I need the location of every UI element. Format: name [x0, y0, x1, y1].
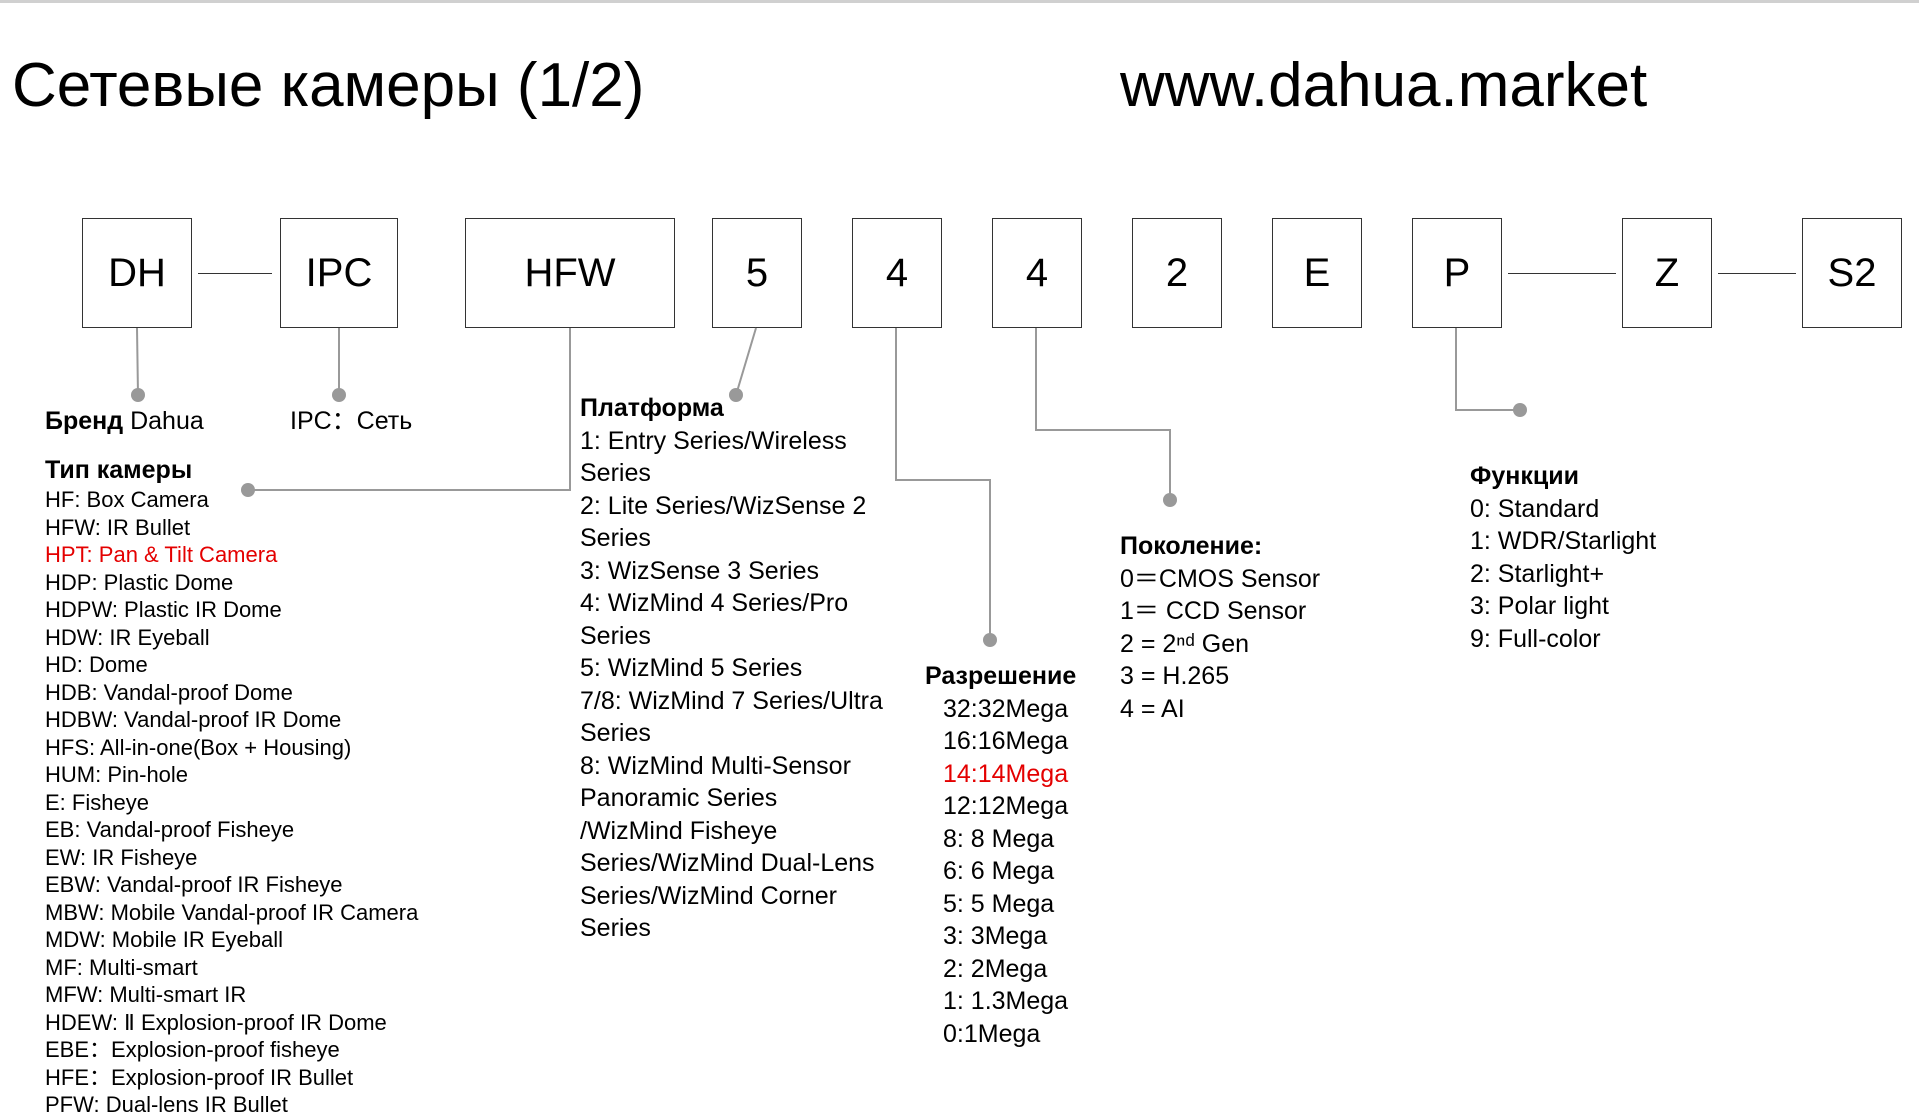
- page-url: www.dahua.market: [1120, 50, 1647, 121]
- code-box-bs2: S2: [1802, 218, 1902, 328]
- list-item: PFW: Dual-lens IR Bullet: [45, 1091, 418, 1119]
- brand-value: Dahua: [130, 407, 204, 435]
- list-item: 2: Starlight+: [1470, 558, 1656, 591]
- resolution-list: 32:32Mega16:16Mega14:14Mega12:12Mega8: 8…: [925, 693, 1076, 1051]
- code-box-hfw: HFW: [465, 218, 675, 328]
- list-item: 3 = H.265: [1120, 660, 1320, 693]
- list-item: 1: 1.3Mega: [943, 985, 1076, 1018]
- top-divider: [0, 0, 1919, 3]
- functions-title: Функции: [1470, 460, 1656, 493]
- list-item: 1: Entry Series/Wireless Series: [580, 425, 910, 490]
- list-item: MFW: Multi-smart IR: [45, 981, 418, 1009]
- code-box-b5: 5: [712, 218, 802, 328]
- generation-list: 0＝CMOS Sensor1＝ CCD Sensor2 = 2ⁿᵈ Gen3 =…: [1120, 563, 1320, 726]
- list-item: 9: Full-color: [1470, 623, 1656, 656]
- platform-title: Платформа: [580, 392, 910, 425]
- brand-section: Бренд Dahua: [45, 405, 204, 438]
- code-box-dh: DH: [82, 218, 192, 328]
- list-item: MBW: Mobile Vandal-proof IR Camera: [45, 899, 418, 927]
- generation-title: Поколение:: [1120, 530, 1320, 563]
- functions-list: 0: Standard1: WDR/Starlight2: Starlight+…: [1470, 493, 1656, 656]
- list-item: HPT: Pan & Tilt Camera: [45, 541, 418, 569]
- platform-section: Платформа 1: Entry Series/Wireless Serie…: [580, 392, 910, 945]
- code-box-b4b: 4: [992, 218, 1082, 328]
- list-item: 2 = 2ⁿᵈ Gen: [1120, 628, 1320, 661]
- list-item: EW: IR Fisheye: [45, 844, 418, 872]
- list-item: 8: WizMind Multi-Sensor Panoramic Series: [580, 750, 910, 815]
- list-item: HDP: Plastic Dome: [45, 569, 418, 597]
- list-item: 0: Standard: [1470, 493, 1656, 526]
- list-item: HDB: Vandal-proof Dome: [45, 679, 418, 707]
- list-item: 1＝ CCD Sensor: [1120, 595, 1320, 628]
- list-item: HDEW: Ⅱ Explosion-proof IR Dome: [45, 1009, 418, 1037]
- code-box-bp: P: [1412, 218, 1502, 328]
- list-item: HFS: All-in-one(Box + Housing): [45, 734, 418, 762]
- generation-section: Поколение: 0＝CMOS Sensor1＝ CCD Sensor2 =…: [1120, 530, 1320, 725]
- list-item: HDW: IR Eyeball: [45, 624, 418, 652]
- ipc-label: IPC：Сеть: [290, 405, 412, 438]
- list-item: 3: Polar light: [1470, 590, 1656, 623]
- list-item: HFE：Explosion-proof IR Bullet: [45, 1064, 418, 1092]
- list-item: 0＝CMOS Sensor: [1120, 563, 1320, 596]
- list-item: HFW: IR Bullet: [45, 514, 418, 542]
- list-item: 7/8: WizMind 7 Series/Ultra Series: [580, 685, 910, 750]
- code-box-ipc: IPC: [280, 218, 398, 328]
- list-item: 16:16Mega: [943, 725, 1076, 758]
- list-item: 5: 5 Mega: [943, 888, 1076, 921]
- list-item: 8: 8 Mega: [943, 823, 1076, 856]
- list-item: 14:14Mega: [943, 758, 1076, 791]
- camera-type-list: HF: Box CameraHFW: IR BulletHPT: Pan & T…: [45, 486, 418, 1119]
- camera-type-section: Тип камеры HF: Box CameraHFW: IR BulletH…: [45, 455, 418, 1119]
- functions-section: Функции 0: Standard1: WDR/Starlight2: St…: [1470, 460, 1656, 655]
- list-item: 2: Lite Series/WizSense 2 Series: [580, 490, 910, 555]
- dash: [1508, 273, 1616, 274]
- list-item: 3: 3Mega: [943, 920, 1076, 953]
- resolution-section: Разрешение 32:32Mega16:16Mega14:14Mega12…: [925, 660, 1076, 1050]
- dash: [1718, 273, 1796, 274]
- list-item: MDW: Mobile IR Eyeball: [45, 926, 418, 954]
- list-item: HDPW: Plastic IR Dome: [45, 596, 418, 624]
- list-item: E: Fisheye: [45, 789, 418, 817]
- list-item: HD: Dome: [45, 651, 418, 679]
- camera-type-title: Тип камеры: [45, 455, 418, 486]
- list-item: HDBW: Vandal-proof IR Dome: [45, 706, 418, 734]
- list-item: 12:12Mega: [943, 790, 1076, 823]
- code-box-b2: 2: [1132, 218, 1222, 328]
- page-title: Сетевые камеры (1/2): [12, 50, 644, 121]
- brand-title: Бренд: [45, 407, 123, 435]
- resolution-title: Разрешение: [925, 660, 1076, 693]
- code-box-b4a: 4: [852, 218, 942, 328]
- list-item: /WizMind Fisheye Series/WizMind Dual-Len…: [580, 815, 910, 945]
- list-item: 3: WizSense 3 Series: [580, 555, 910, 588]
- dash: [198, 273, 272, 274]
- platform-list: 1: Entry Series/Wireless Series2: Lite S…: [580, 425, 910, 945]
- list-item: 32:32Mega: [943, 693, 1076, 726]
- list-item: EBE：Explosion-proof fisheye: [45, 1036, 418, 1064]
- list-item: EBW: Vandal-proof IR Fisheye: [45, 871, 418, 899]
- list-item: 6: 6 Mega: [943, 855, 1076, 888]
- list-item: 2: 2Mega: [943, 953, 1076, 986]
- list-item: 0:1Mega: [943, 1018, 1076, 1051]
- list-item: HF: Box Camera: [45, 486, 418, 514]
- list-item: EB: Vandal-proof Fisheye: [45, 816, 418, 844]
- list-item: 4: WizMind 4 Series/Pro Series: [580, 587, 910, 652]
- code-box-bz: Z: [1622, 218, 1712, 328]
- list-item: HUM: Pin-hole: [45, 761, 418, 789]
- list-item: 4 = AI: [1120, 693, 1320, 726]
- list-item: MF: Multi-smart: [45, 954, 418, 982]
- code-box-be: E: [1272, 218, 1362, 328]
- list-item: 5: WizMind 5 Series: [580, 652, 910, 685]
- list-item: 1: WDR/Starlight: [1470, 525, 1656, 558]
